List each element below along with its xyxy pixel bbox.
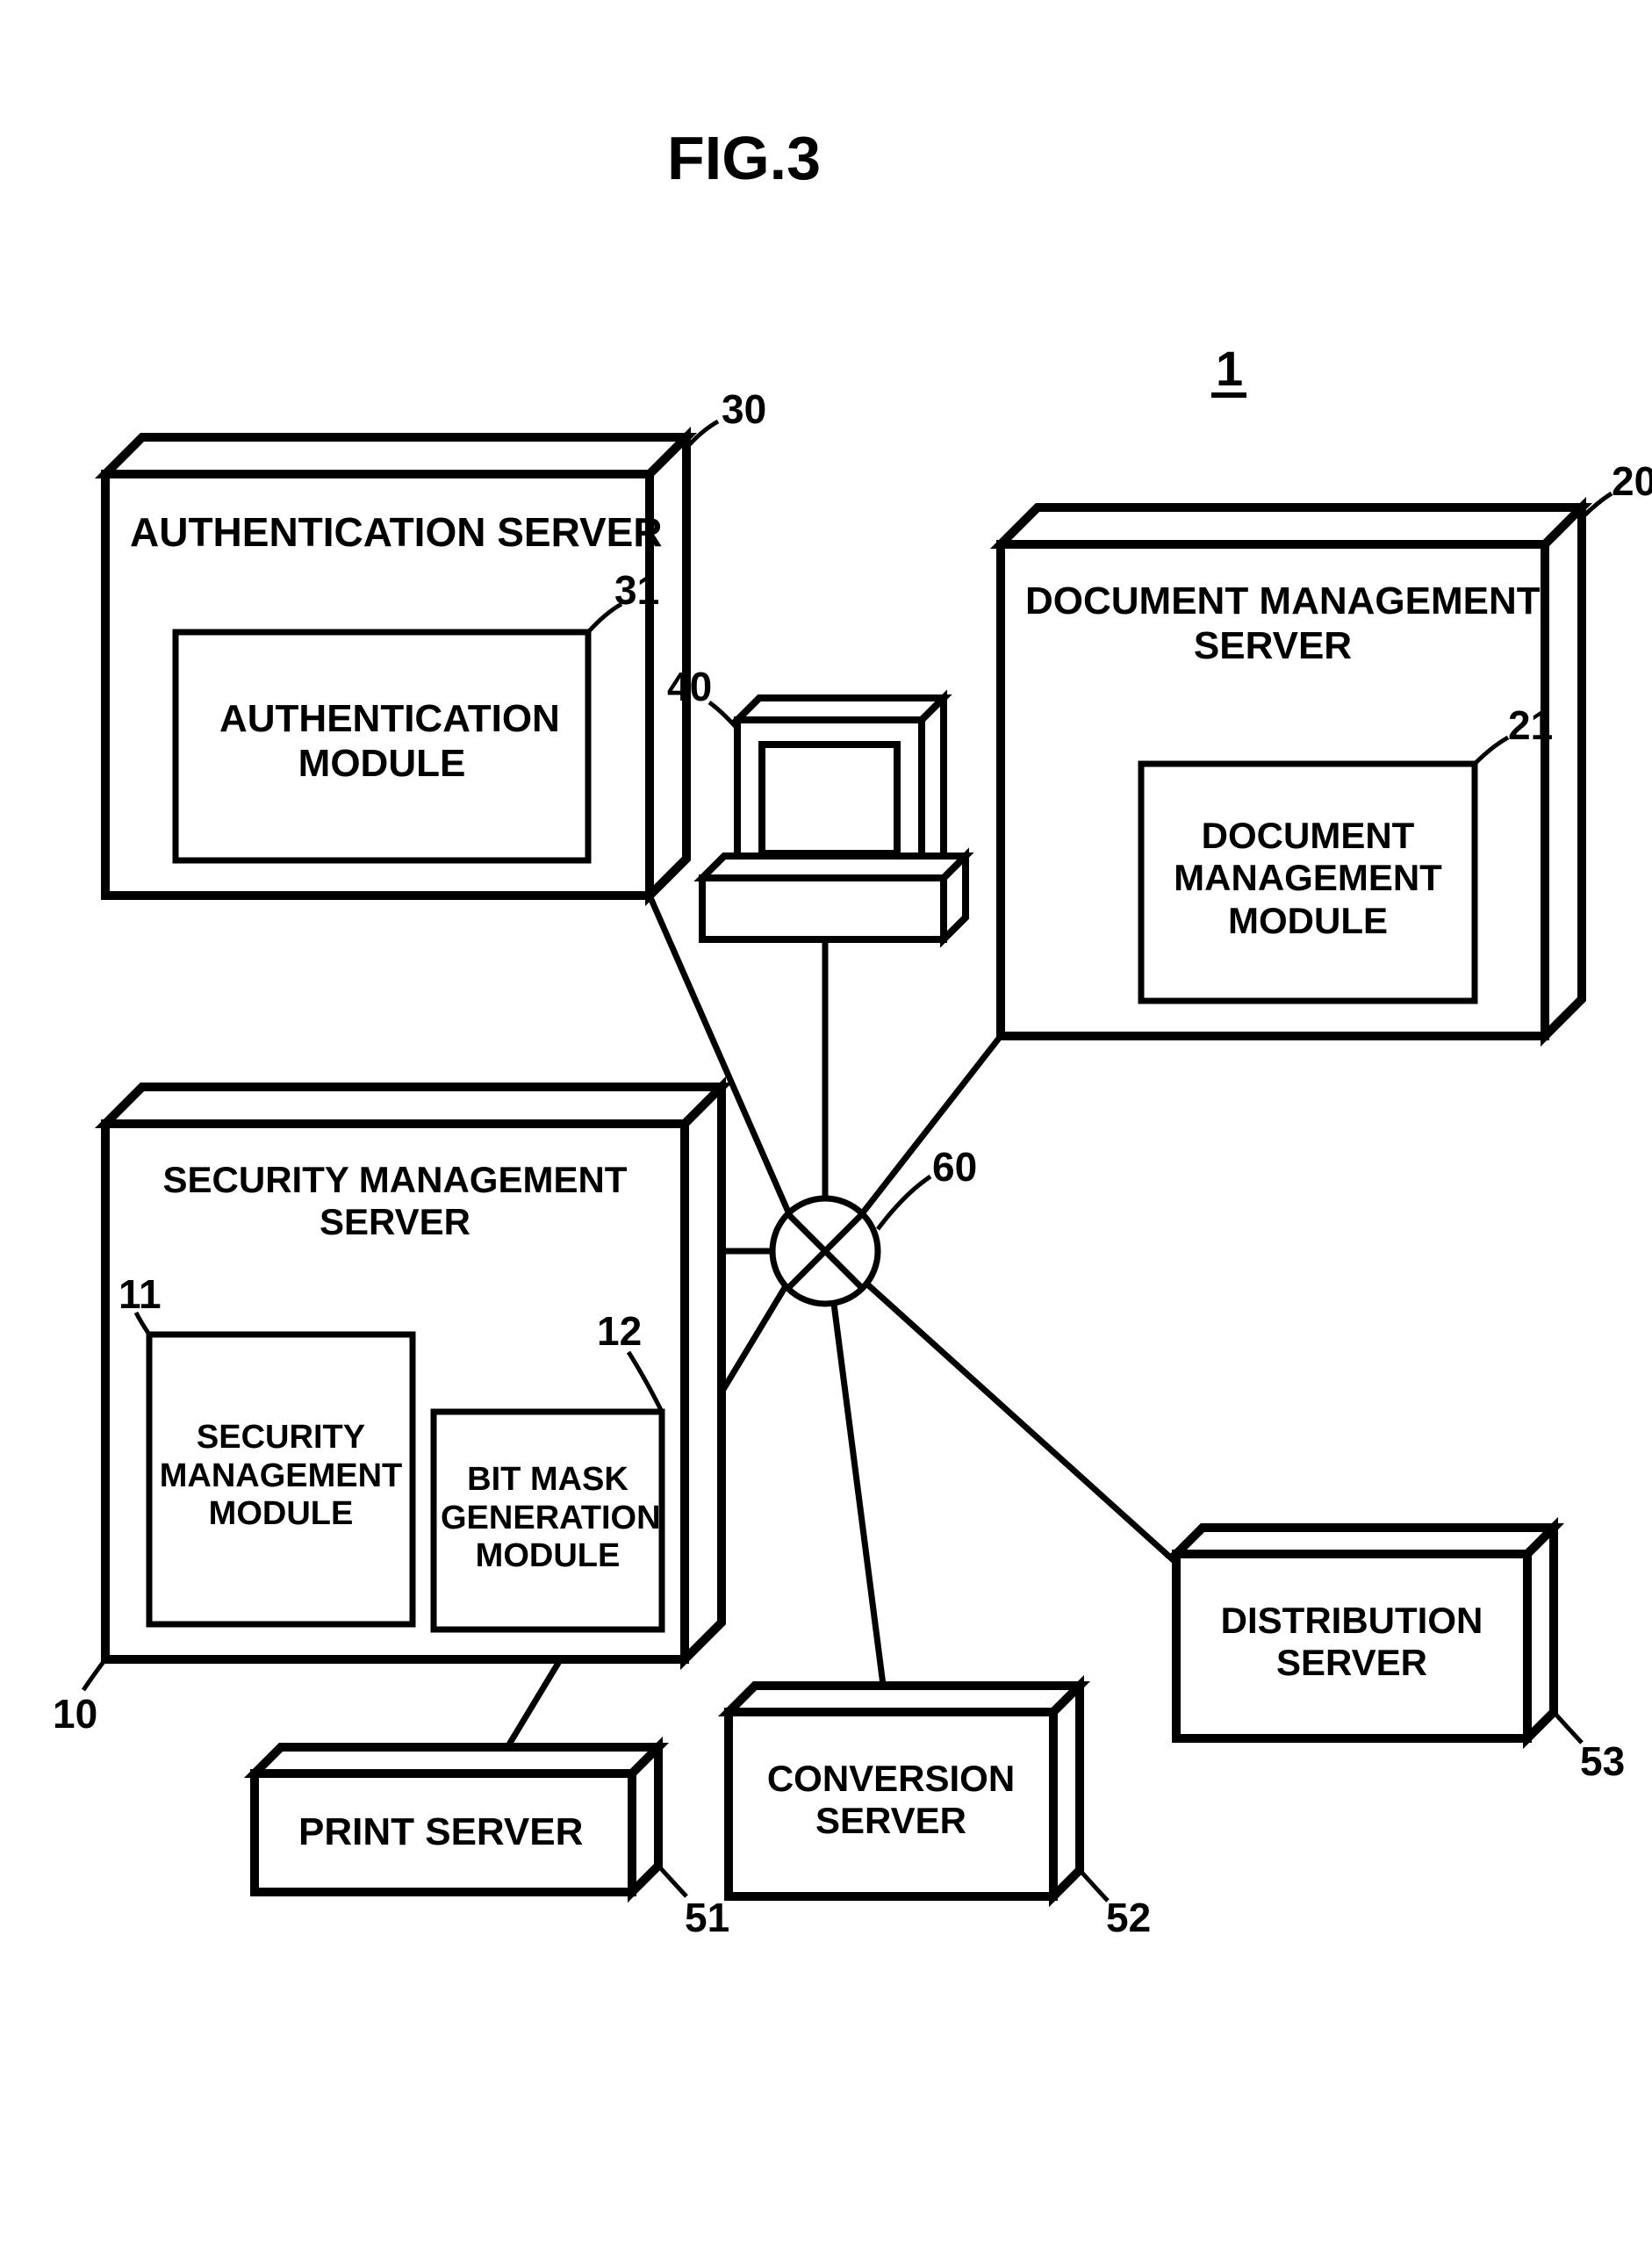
dist-server-ref: 53 bbox=[1580, 1738, 1625, 1785]
doc-module-label: DOCUMENT MANAGEMENT MODULE bbox=[1167, 815, 1448, 942]
auth-module-ref: 31 bbox=[614, 567, 659, 614]
auth-server-box bbox=[105, 437, 686, 896]
sec-module-b-ref: 12 bbox=[597, 1308, 642, 1355]
auth-server-ref: 30 bbox=[722, 386, 766, 433]
terminal-ref: 40 bbox=[667, 664, 712, 710]
print-server-ref: 51 bbox=[685, 1895, 729, 1941]
sec-module-a-label: SECURITY MANAGEMENT MODULE bbox=[158, 1419, 404, 1534]
dist-server-label: DISTRIBUTION SERVER bbox=[1203, 1600, 1501, 1685]
auth-module-label: AUTHENTICATION MODULE bbox=[219, 697, 544, 786]
conv-server-label: CONVERSION SERVER bbox=[755, 1758, 1027, 1843]
sec-server-ref: 10 bbox=[53, 1691, 97, 1737]
diagram-svg bbox=[0, 0, 1652, 2259]
conv-server-ref: 52 bbox=[1106, 1895, 1151, 1941]
figure-title: FIG.3 bbox=[667, 123, 821, 194]
network-hub bbox=[772, 1198, 878, 1304]
auth-server-title: AUTHENTICATION SERVER bbox=[130, 509, 663, 556]
sec-module-a-ref: 11 bbox=[119, 1271, 162, 1318]
doc-server-ref: 20 bbox=[1612, 458, 1652, 505]
diagram-canvas: FIG.3 1 60 30 AUTHENTICATION SERVER 31 A… bbox=[0, 0, 1652, 2259]
sec-server-title: SECURITY MANAGEMENT SERVER bbox=[158, 1159, 632, 1244]
hub-ref: 60 bbox=[932, 1144, 977, 1191]
doc-server-title: DOCUMENT MANAGEMENT SERVER bbox=[1025, 579, 1520, 668]
print-server-label: PRINT SERVER bbox=[298, 1810, 583, 1855]
doc-module-ref: 21 bbox=[1508, 702, 1553, 749]
sec-module-b-label: BIT MASK GENERATION MODULE bbox=[441, 1461, 655, 1576]
terminal-icon bbox=[702, 698, 966, 939]
system-ref: 1 bbox=[1216, 341, 1243, 397]
